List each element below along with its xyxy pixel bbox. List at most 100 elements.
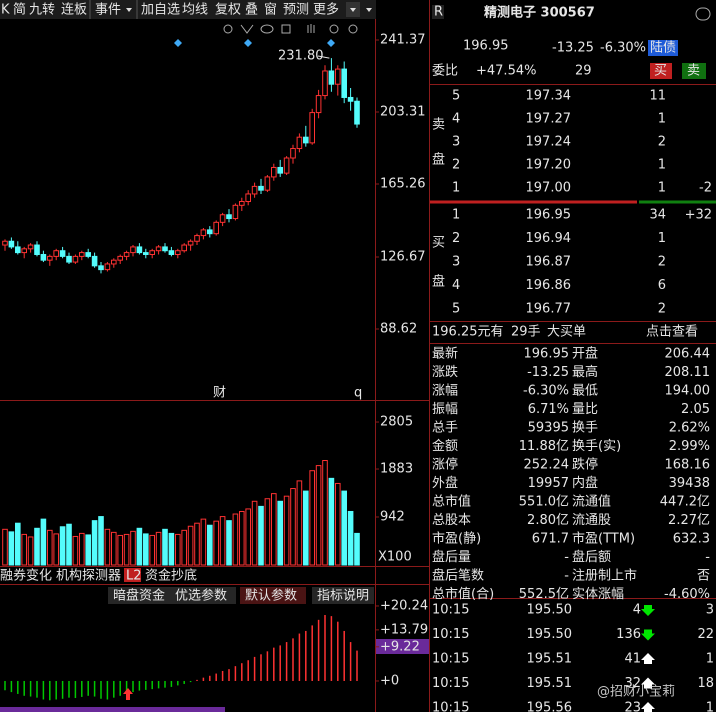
sell-button[interactable]: 卖 bbox=[687, 64, 700, 79]
buy-button-bg[interactable] bbox=[650, 63, 672, 79]
indicator-button[interactable]: 暗盘资金 bbox=[113, 588, 165, 604]
indicator-tab[interactable]: L2 bbox=[126, 569, 142, 584]
button-bg[interactable] bbox=[240, 587, 306, 604]
event-label[interactable]: q bbox=[354, 386, 362, 401]
event-marker[interactable] bbox=[244, 39, 252, 47]
volume-bar bbox=[213, 520, 219, 566]
candle-body bbox=[8, 240, 15, 248]
stat-label: 注册制上市 bbox=[572, 568, 637, 584]
candle-body bbox=[213, 221, 219, 235]
stat-value: 551.0亿 bbox=[519, 495, 569, 510]
toolbar-button[interactable]: 叠 bbox=[245, 3, 258, 18]
event-label[interactable]: 财 bbox=[213, 386, 226, 401]
indicator-button[interactable]: 指标说明 bbox=[317, 589, 369, 604]
stat-label: 换手(实) bbox=[572, 439, 621, 454]
volume-bar bbox=[79, 532, 85, 566]
stat-label: 最新 bbox=[432, 346, 458, 362]
event-marker[interactable] bbox=[174, 39, 182, 47]
volume-bar bbox=[136, 527, 143, 566]
zoom-out-icon[interactable] bbox=[348, 24, 358, 34]
y-tick-label: 241.37 bbox=[380, 32, 426, 47]
candle-body bbox=[283, 157, 290, 174]
toolbar-button[interactable]: 事件 bbox=[95, 3, 121, 18]
event-marker[interactable] bbox=[327, 39, 335, 47]
big-order-link[interactable]: 点击查看 bbox=[646, 324, 698, 340]
toolbar-button[interactable]: K bbox=[1, 3, 10, 18]
volume-bar bbox=[72, 535, 79, 566]
stat-value: 2.27亿 bbox=[668, 513, 710, 528]
order-price: 197.00 bbox=[526, 181, 572, 196]
settings-icon[interactable] bbox=[695, 7, 711, 21]
level: 1 bbox=[452, 208, 460, 223]
dropdown-icon[interactable] bbox=[126, 8, 132, 12]
trade-price: 195.50 bbox=[527, 627, 573, 642]
candle-body bbox=[136, 246, 143, 254]
volume-bar bbox=[59, 526, 66, 566]
candle-body bbox=[104, 263, 111, 271]
volume-bar bbox=[271, 493, 277, 566]
stat-value: 2.62% bbox=[669, 421, 710, 436]
settings-icon[interactable] bbox=[223, 24, 233, 34]
candle-body bbox=[181, 244, 187, 252]
toolbar-button[interactable]: 复权 bbox=[215, 2, 241, 18]
toolbar-button[interactable]: 均线 bbox=[182, 3, 208, 18]
toolbar-button[interactable]: 九转 bbox=[29, 3, 55, 18]
toolbar-button[interactable]: 加自选 bbox=[141, 3, 180, 18]
stat-value: 447.2亿 bbox=[660, 495, 710, 510]
stat-label: 市盈(静) bbox=[432, 531, 481, 547]
candle-body bbox=[239, 201, 245, 206]
candle-body bbox=[328, 70, 335, 85]
tab-badge bbox=[124, 568, 141, 582]
sell-button-bg[interactable] bbox=[682, 63, 706, 79]
trade-arrow bbox=[641, 677, 655, 689]
button-bg[interactable] bbox=[170, 587, 236, 604]
trade-time: 10:15 bbox=[432, 652, 469, 667]
candle-body bbox=[232, 204, 239, 220]
stat-value: 194.00 bbox=[665, 384, 711, 399]
order-price: 196.86 bbox=[526, 278, 572, 293]
big-order-lots: 29手 bbox=[511, 325, 541, 340]
candle-body bbox=[200, 229, 207, 237]
side-label: 卖 bbox=[432, 118, 445, 133]
indicator-tab[interactable]: 融券变化 bbox=[0, 568, 52, 584]
stat-label: 开盘 bbox=[572, 346, 598, 362]
indicator-button[interactable]: 默认参数 bbox=[245, 588, 297, 604]
indicator-tab[interactable]: 资金抄底 bbox=[145, 568, 197, 584]
toolbar-button[interactable]: 窗 bbox=[264, 2, 277, 18]
stat-label: 量比 bbox=[572, 402, 598, 417]
indicator-tab[interactable]: 机构探测器 bbox=[56, 569, 121, 584]
order-volume: 1 bbox=[658, 181, 666, 196]
dropdown-icon[interactable] bbox=[366, 8, 372, 12]
candle-body bbox=[34, 244, 40, 255]
stat-value: 206.44 bbox=[665, 347, 711, 362]
signal-arrow bbox=[123, 688, 133, 700]
badge-bg bbox=[432, 5, 444, 19]
candle-body bbox=[40, 253, 47, 261]
level: 2 bbox=[452, 231, 460, 246]
order-volume: 2 bbox=[658, 255, 666, 270]
button-bg[interactable] bbox=[312, 587, 374, 604]
hand-icon[interactable] bbox=[307, 24, 315, 33]
toolbar-button[interactable]: 更多 bbox=[313, 2, 339, 18]
toolbar-button[interactable]: 连板 bbox=[61, 2, 87, 18]
order-price: 196.95 bbox=[526, 208, 572, 223]
candle-body bbox=[21, 248, 27, 254]
candle-body bbox=[271, 166, 277, 178]
big-order-price: 196.25元有 bbox=[432, 325, 504, 340]
order-diff: 29 bbox=[575, 64, 592, 79]
zoom-in-icon[interactable] bbox=[329, 24, 339, 34]
candle-body bbox=[53, 250, 60, 257]
toolbar-button[interactable]: 简 bbox=[13, 2, 26, 18]
indicator-button[interactable]: 优选参数 bbox=[175, 588, 227, 604]
stat-label: 总市值 bbox=[432, 494, 471, 510]
volume-bar bbox=[232, 513, 239, 566]
button-bg[interactable] bbox=[108, 587, 174, 604]
stat-value: - bbox=[705, 550, 710, 565]
box-icon[interactable] bbox=[281, 24, 291, 34]
eye-icon[interactable] bbox=[260, 24, 274, 34]
buy-button[interactable]: 买 bbox=[654, 64, 667, 79]
level: 3 bbox=[452, 135, 460, 150]
side-label: 盘 bbox=[432, 152, 445, 168]
toolbar-button[interactable]: 预测 bbox=[283, 3, 309, 18]
arrow-icon[interactable] bbox=[240, 24, 254, 34]
